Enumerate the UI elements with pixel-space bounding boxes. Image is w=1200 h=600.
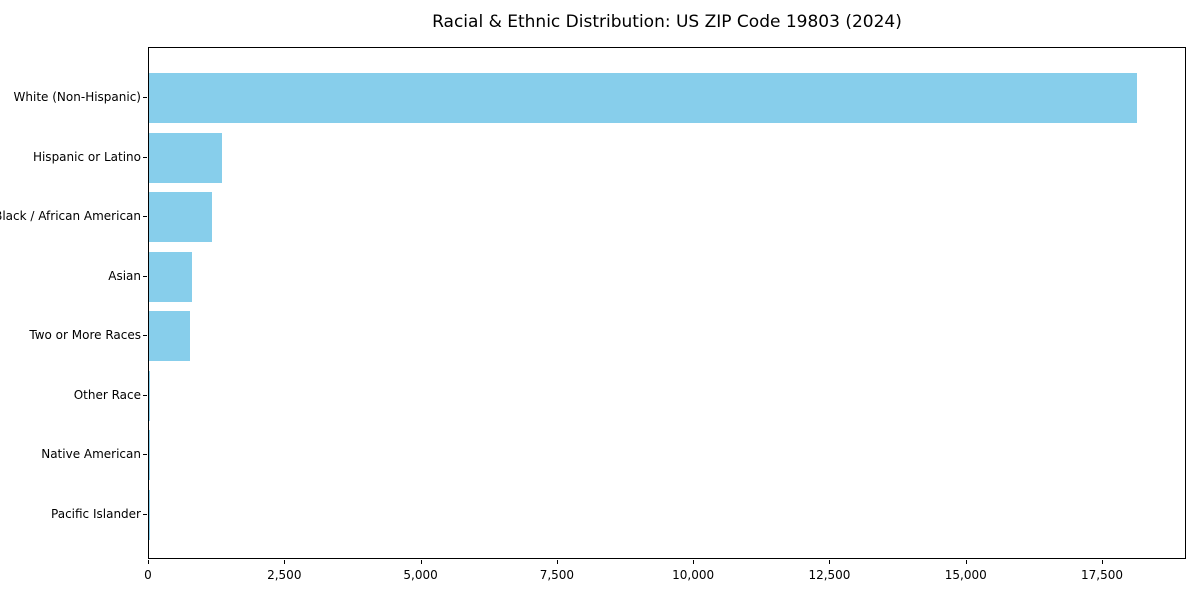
- x-axis-tick: [420, 560, 422, 564]
- y-tick-label: Two or More Races: [29, 328, 141, 342]
- x-axis-tick: [1102, 560, 1104, 564]
- plot-area: [148, 47, 1186, 559]
- chart-title: Racial & Ethnic Distribution: US ZIP Cod…: [432, 12, 902, 32]
- bar-other-race: [149, 370, 151, 421]
- bar-white-non-hispanic: [149, 73, 1138, 123]
- y-axis-tick: [143, 454, 147, 455]
- x-tick-label: 2,500: [267, 568, 302, 582]
- bar-hispanic-or-latino: [149, 132, 223, 183]
- x-axis-tick: [829, 560, 831, 564]
- y-axis-tick: [143, 275, 147, 277]
- x-tick-label: 15,000: [944, 568, 987, 582]
- bar-asian: [149, 251, 193, 302]
- x-tick-label: 7,500: [539, 568, 575, 582]
- bar-native-american: [149, 430, 150, 480]
- x-axis-tick: [556, 560, 558, 564]
- y-tick-label: White (Non-Hispanic): [13, 90, 141, 104]
- x-axis-tick: [965, 560, 967, 564]
- y-axis-tick: [143, 97, 147, 98]
- y-axis-tick: [143, 335, 147, 336]
- x-tick-label: 0: [144, 568, 152, 582]
- x-axis-tick: [148, 560, 149, 564]
- bar-two-or-more-races: [149, 311, 190, 361]
- x-tick-label: 12,500: [808, 568, 851, 582]
- x-tick-label: 10,000: [672, 568, 715, 582]
- y-tick-label: Asian: [108, 268, 141, 283]
- y-tick-label: Other Race: [73, 387, 141, 402]
- y-axis-tick: [143, 513, 147, 515]
- x-tick-label: 17,500: [1081, 568, 1124, 582]
- y-tick-label: Hispanic or Latino: [32, 149, 141, 164]
- y-axis-tick: [143, 156, 147, 158]
- y-tick-label: Pacific Islander: [51, 506, 141, 521]
- y-tick-label: Black / African American: [0, 209, 141, 223]
- y-axis-tick: [143, 394, 147, 396]
- y-axis-tick: [143, 216, 147, 217]
- x-tick-label: 5,000: [403, 568, 438, 582]
- x-axis-tick: [693, 560, 695, 564]
- y-tick-label: Native American: [41, 447, 141, 461]
- bar-black-african-american: [149, 192, 212, 242]
- x-axis-tick: [284, 560, 286, 564]
